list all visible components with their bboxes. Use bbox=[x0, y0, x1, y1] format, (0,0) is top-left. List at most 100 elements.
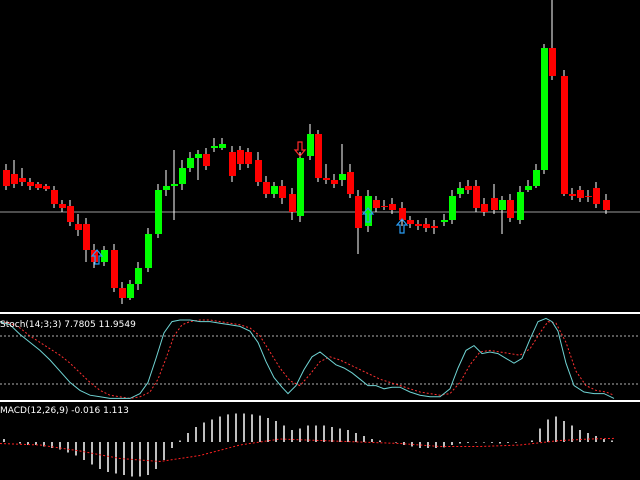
candle-48 bbox=[407, 216, 414, 228]
candle-26 bbox=[219, 138, 226, 150]
candle-41 bbox=[347, 164, 354, 198]
macd-signal-line bbox=[0, 437, 615, 463]
candle-body bbox=[577, 190, 584, 198]
candle-33 bbox=[279, 180, 286, 204]
candle-38 bbox=[323, 164, 330, 184]
candle-body bbox=[457, 188, 464, 194]
candle-31 bbox=[263, 176, 270, 198]
candle-9 bbox=[75, 214, 82, 236]
candle-63 bbox=[533, 164, 540, 188]
candle-59 bbox=[499, 196, 506, 234]
candle-39 bbox=[331, 174, 338, 188]
candle-36 bbox=[307, 124, 314, 160]
candle-57 bbox=[481, 198, 488, 216]
candle-body bbox=[3, 170, 10, 186]
candle-body bbox=[51, 190, 58, 204]
candle-body bbox=[465, 186, 472, 190]
candle-body bbox=[67, 206, 74, 222]
macd-panel[interactable] bbox=[0, 402, 640, 480]
stochastic-panel[interactable] bbox=[0, 316, 640, 402]
candle-27 bbox=[229, 146, 236, 182]
candle-body bbox=[187, 158, 194, 168]
candle-45 bbox=[381, 200, 388, 210]
candle-61 bbox=[517, 186, 524, 224]
candle-40 bbox=[339, 144, 346, 186]
candle-body bbox=[481, 204, 488, 212]
candle-body bbox=[365, 196, 372, 226]
candle-0 bbox=[3, 164, 10, 190]
candle-58 bbox=[491, 184, 498, 214]
candle-16 bbox=[135, 262, 142, 290]
candle-30 bbox=[255, 152, 262, 186]
candle-17 bbox=[145, 228, 152, 272]
stoch-signal-line bbox=[0, 319, 615, 399]
candle-body bbox=[289, 194, 296, 212]
candle-body bbox=[507, 200, 514, 218]
candle-body bbox=[145, 234, 152, 268]
candle-29 bbox=[245, 148, 252, 168]
candle-body bbox=[59, 204, 66, 208]
candle-body bbox=[499, 200, 506, 210]
candle-28 bbox=[237, 146, 244, 170]
candle-body bbox=[135, 268, 142, 284]
candle-55 bbox=[465, 180, 472, 194]
candle-body bbox=[297, 158, 304, 216]
candle-2 bbox=[19, 168, 26, 186]
candle-body bbox=[593, 188, 600, 204]
candle-body bbox=[263, 182, 270, 194]
candle-body bbox=[585, 196, 592, 197]
candle-15 bbox=[127, 280, 134, 300]
candle-7 bbox=[59, 200, 66, 212]
sell-arrow-icon-1 bbox=[293, 141, 307, 157]
buy-arrow-icon-2 bbox=[361, 207, 375, 223]
candle-body bbox=[331, 180, 338, 184]
candle-body bbox=[119, 288, 126, 298]
candle-64 bbox=[541, 44, 548, 174]
candle-54 bbox=[457, 182, 464, 198]
candle-body bbox=[415, 224, 422, 226]
candle-body bbox=[355, 196, 362, 228]
candle-body bbox=[307, 134, 314, 156]
candle-body bbox=[399, 208, 406, 220]
price-chart[interactable] bbox=[0, 0, 640, 314]
candle-1 bbox=[11, 160, 18, 188]
candle-body bbox=[75, 224, 82, 230]
candle-69 bbox=[585, 190, 592, 202]
candle-4 bbox=[35, 182, 42, 190]
candle-44 bbox=[373, 196, 380, 212]
candle-35 bbox=[297, 152, 304, 222]
candle-24 bbox=[203, 148, 210, 170]
candle-body bbox=[35, 184, 42, 188]
candle-body bbox=[423, 224, 430, 228]
candle-34 bbox=[289, 188, 296, 220]
candle-71 bbox=[603, 194, 610, 214]
candle-body bbox=[163, 186, 170, 190]
candle-body bbox=[127, 284, 134, 298]
candle-25 bbox=[211, 138, 218, 152]
candle-body bbox=[561, 76, 568, 194]
candle-body bbox=[381, 206, 388, 207]
candle-10 bbox=[83, 218, 90, 262]
candle-body bbox=[517, 192, 524, 220]
candle-56 bbox=[473, 180, 480, 212]
candle-body bbox=[255, 160, 262, 182]
candle-body bbox=[19, 178, 26, 182]
candle-49 bbox=[415, 220, 422, 230]
candle-6 bbox=[51, 186, 58, 208]
candle-53 bbox=[449, 190, 456, 224]
candle-body bbox=[101, 250, 108, 262]
candle-37 bbox=[315, 130, 322, 182]
candle-body bbox=[27, 182, 34, 186]
candle-32 bbox=[271, 182, 278, 198]
candle-body bbox=[549, 48, 556, 76]
macd-indicator-label: MACD(12,26,9) -0.016 1.113 bbox=[0, 406, 129, 416]
candle-21 bbox=[179, 160, 186, 190]
candle-5 bbox=[43, 184, 50, 191]
candle-body bbox=[245, 152, 252, 164]
candle-20 bbox=[171, 150, 178, 220]
candle-body bbox=[279, 186, 286, 198]
candle-body bbox=[603, 200, 610, 210]
candle-body bbox=[389, 204, 396, 210]
candle-body bbox=[441, 220, 448, 222]
candle-8 bbox=[67, 200, 74, 226]
